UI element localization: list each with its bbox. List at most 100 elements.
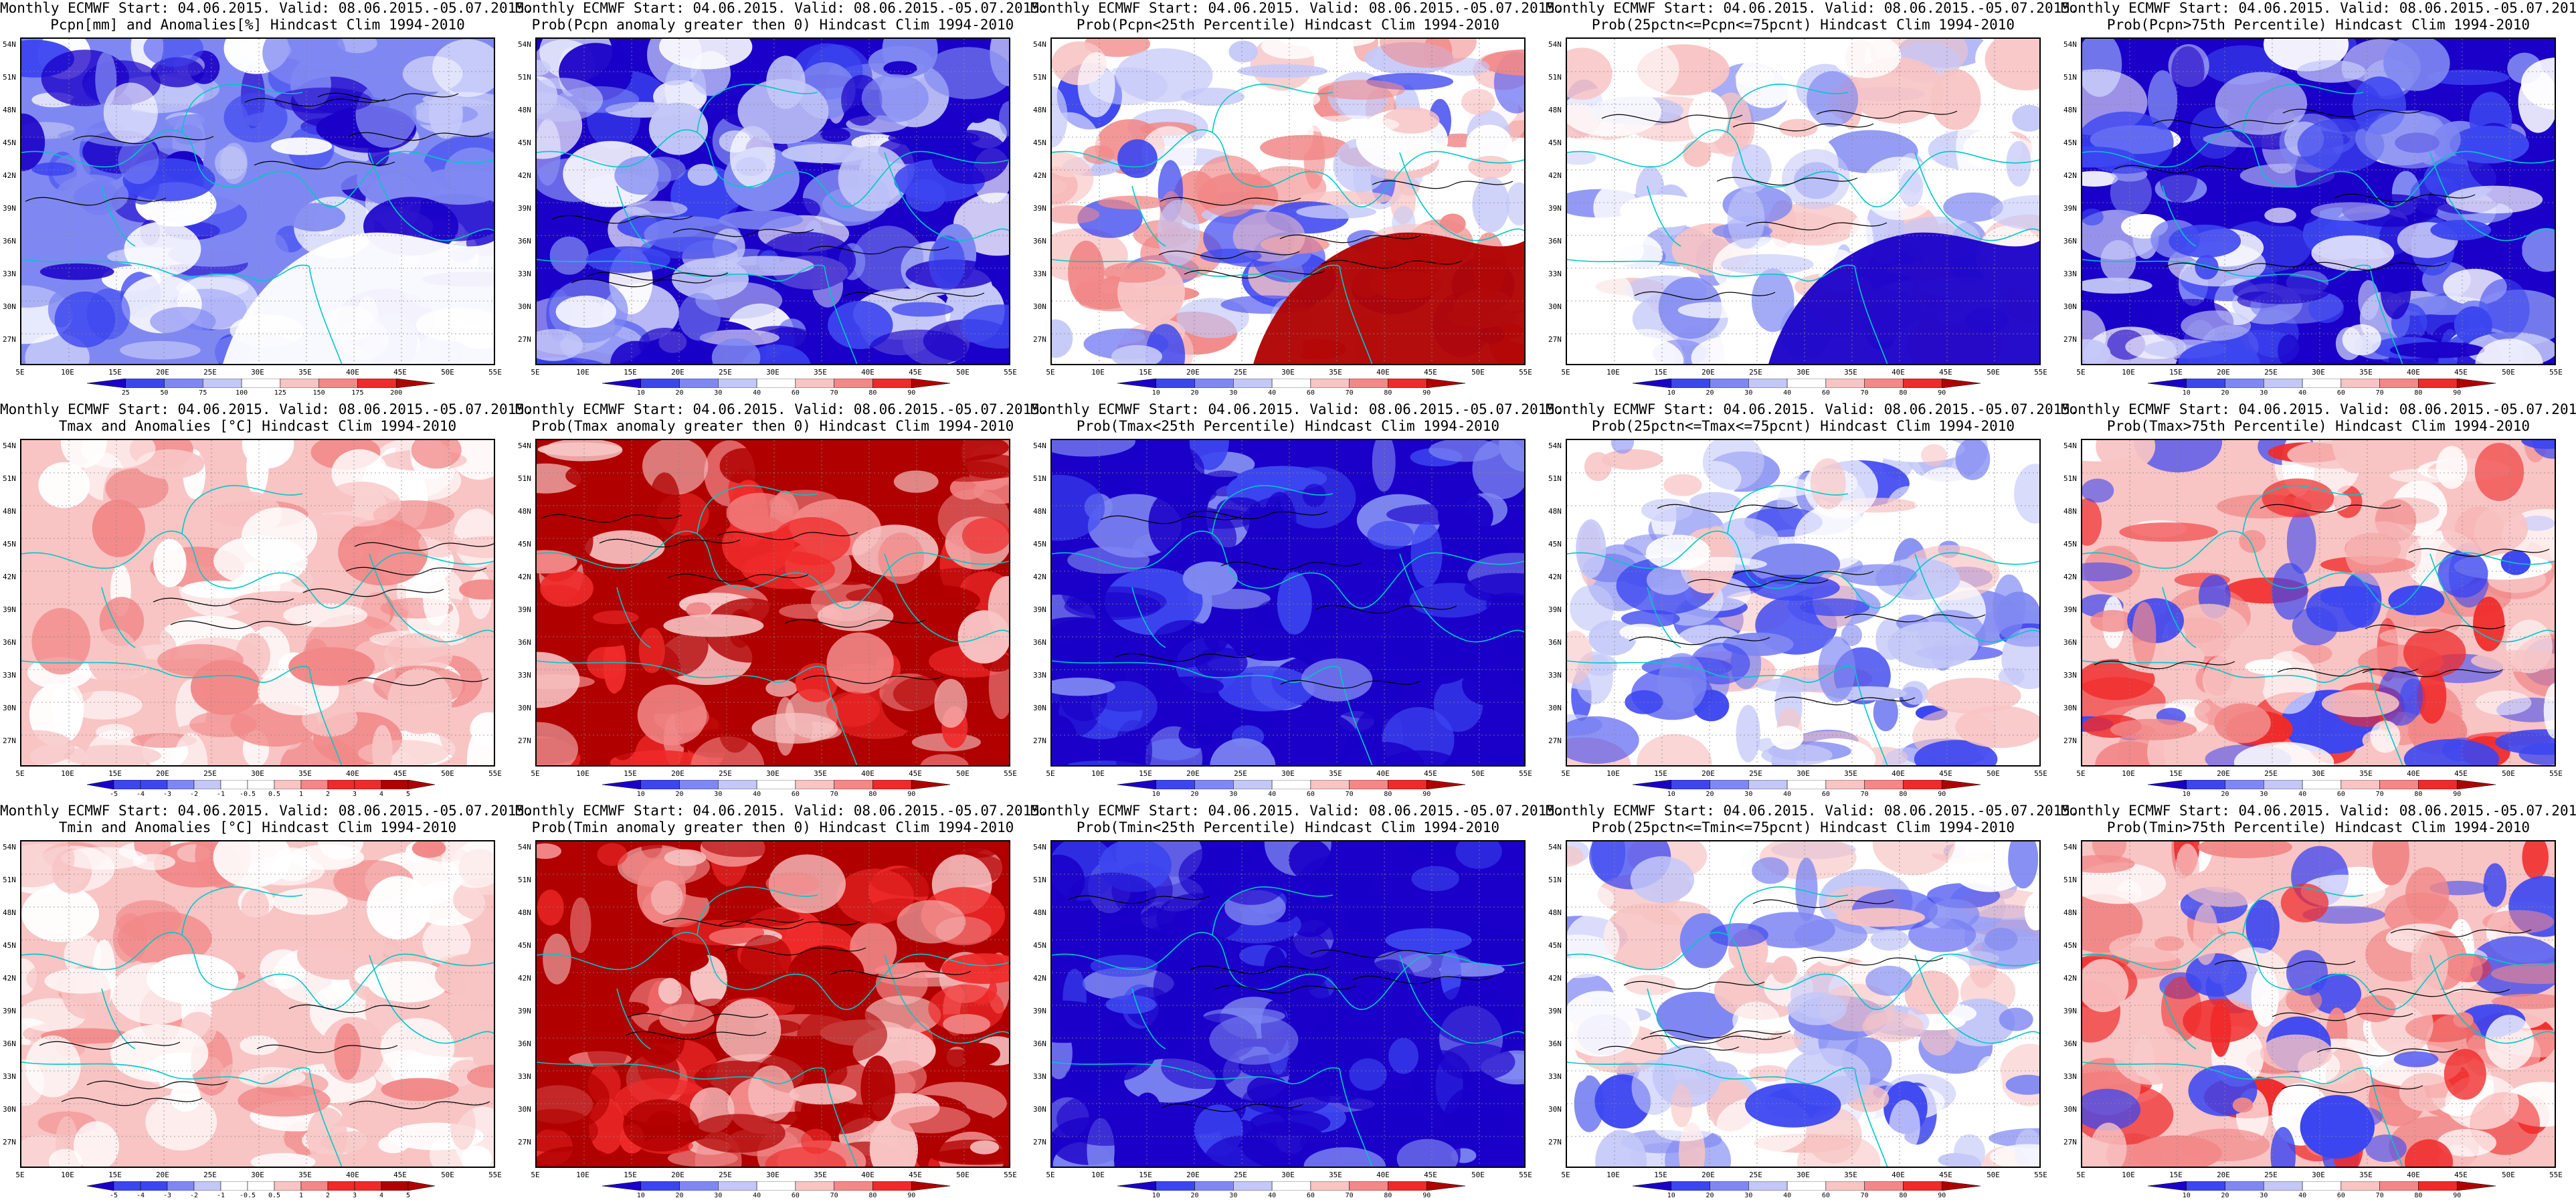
contour-line — [627, 1013, 769, 1022]
colorbar-label: 80 — [2414, 1192, 2423, 1199]
latitude-label: 42N — [1548, 974, 1562, 983]
field-blob — [450, 1100, 476, 1150]
latitude-label: 33N — [3, 671, 16, 680]
colorbar-label: 70 — [1860, 389, 1869, 397]
field-blob — [2483, 863, 2507, 907]
map-area — [2081, 840, 2556, 1168]
latitude-label: 51N — [1548, 73, 1562, 82]
colorbar-segment — [1633, 780, 1672, 789]
field-blob — [1663, 474, 1702, 496]
colorbar-label: 90 — [907, 1192, 916, 1199]
field-blob — [726, 492, 794, 533]
field-blob — [2403, 738, 2500, 765]
colorbar-label: 20 — [2221, 791, 2229, 798]
latitude-label: 51N — [2063, 474, 2077, 483]
colorbar-label: 40 — [2298, 1192, 2307, 1199]
map-area — [1050, 840, 1526, 1168]
colorbar-segment — [2379, 1181, 2419, 1191]
latitude-label: 45N — [1548, 540, 1562, 548]
latitude-label: 51N — [1548, 474, 1562, 483]
colorbar-graphic — [2148, 780, 2496, 789]
latitude-label: 30N — [3, 302, 16, 311]
field-blob — [2185, 953, 2247, 997]
longitude-label: 50E — [956, 769, 970, 778]
field-blob — [1156, 893, 1243, 944]
colorbar-graphic — [1633, 780, 1981, 789]
panel-title: Monthly ECMWF Start: 04.06.2015. Valid: … — [2061, 803, 2576, 836]
colorbar-segment — [1748, 379, 1788, 388]
latitude-label: 42N — [518, 573, 531, 581]
panel-title-line1: Monthly ECMWF Start: 04.06.2015. Valid: … — [1546, 803, 2079, 819]
field-blob — [600, 930, 624, 946]
latitude-label: 54N — [2063, 40, 2077, 49]
colorbar-label: -5 — [109, 791, 118, 798]
field-blob — [1501, 629, 1524, 685]
field-blob — [1736, 54, 1795, 108]
field-blob — [286, 203, 346, 231]
longitude-label: 30E — [1281, 769, 1295, 778]
field-blob — [2082, 339, 2111, 364]
colorbar — [2148, 1181, 2496, 1191]
field-blob — [2482, 910, 2555, 934]
longitude-label: 55E — [2034, 368, 2047, 377]
contour-line — [345, 567, 487, 576]
field-blob — [1367, 1110, 1435, 1144]
longitude-label: 50E — [441, 1171, 454, 1179]
field-blob — [537, 889, 564, 926]
field-blob — [1889, 1100, 1920, 1154]
longitude-label: 10E — [1606, 769, 1620, 778]
contour-line — [1114, 653, 1256, 662]
map-field — [2082, 39, 2555, 364]
latitude-label: 27N — [3, 736, 16, 745]
field-blob — [1268, 708, 1346, 765]
contour-line — [784, 619, 926, 628]
colorbar-segment — [2418, 379, 2458, 388]
colorbar-segment — [1310, 780, 1350, 789]
field-blob — [2365, 1134, 2407, 1163]
latitude-label: 54N — [2063, 441, 2077, 450]
field-blob — [1841, 564, 1918, 586]
field-blob — [586, 1011, 630, 1074]
colorbar-segment — [1903, 1181, 1942, 1191]
field-blob — [1645, 534, 1711, 570]
longitude-label: 10E — [1606, 1171, 1620, 1179]
longitude-label: 45E — [1939, 769, 1952, 778]
field-blob — [1157, 199, 1200, 266]
field-blob — [1052, 854, 1085, 906]
field-blob — [1689, 492, 1741, 512]
field-blob — [2292, 607, 2338, 645]
longitude-label: 50E — [1471, 1171, 1485, 1179]
field-blob — [2437, 1128, 2496, 1157]
latitude-label: 42N — [2063, 974, 2077, 983]
field-blob — [279, 168, 373, 191]
field-blob — [442, 841, 494, 888]
field-blob — [998, 101, 1009, 136]
colorbar-label: -0.5 — [239, 1192, 256, 1199]
field-blob — [1503, 697, 1524, 719]
colorbar-segment — [795, 1181, 834, 1191]
map-panel: Monthly ECMWF Start: 04.06.2015. Valid: … — [515, 0, 1048, 401]
field-blob — [2082, 208, 2104, 226]
contour-line — [256, 1044, 398, 1054]
contour-line — [719, 920, 860, 930]
panel-title-line1: Monthly ECMWF Start: 04.06.2015. Valid: … — [0, 803, 533, 819]
field-blob — [367, 961, 450, 1003]
field-blob — [1396, 1138, 1459, 1167]
field-blob — [1727, 189, 1765, 249]
longitude-label: 50E — [1471, 368, 1485, 377]
field-blob — [250, 1152, 316, 1167]
field-blob — [573, 629, 636, 647]
field-blob — [2082, 855, 2135, 874]
latitude-label: 27N — [3, 1138, 16, 1146]
longitude-label: 30E — [2312, 368, 2325, 377]
contour-line — [2306, 262, 2448, 271]
colorbar-graphic — [1633, 379, 1981, 388]
latitude-label: 39N — [1033, 605, 1046, 614]
longitude-label: 5E — [2076, 368, 2086, 377]
contour-line — [302, 588, 444, 597]
field-blob — [64, 934, 102, 977]
field-blob — [1411, 866, 1459, 892]
field-blob — [2490, 963, 2555, 985]
colorbar-segment — [2340, 780, 2380, 789]
colorbar-segment — [241, 379, 281, 388]
